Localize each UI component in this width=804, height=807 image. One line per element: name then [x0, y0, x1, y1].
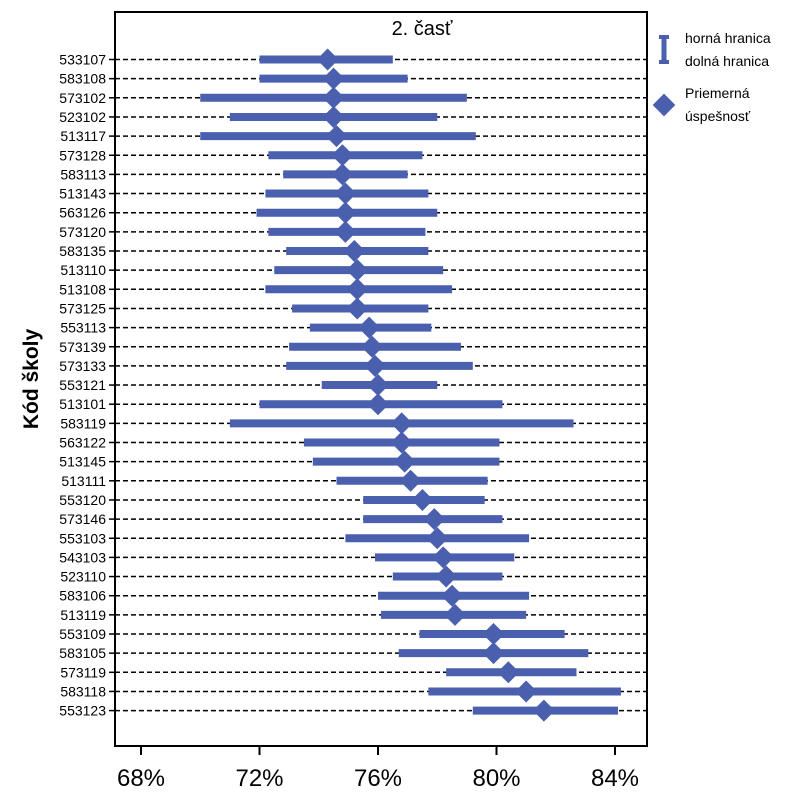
- y-tick-label: 513108: [59, 281, 106, 297]
- mean-marker: [334, 182, 357, 205]
- mean-marker: [334, 201, 357, 224]
- y-tick-label: 573119: [60, 664, 106, 680]
- legend-mean-label-line1: Priemerná: [685, 85, 750, 101]
- chart-title: 2. časť: [392, 18, 453, 40]
- mean-marker: [441, 584, 464, 607]
- mean-marker: [364, 354, 387, 377]
- x-tick-label: 76%: [354, 765, 402, 792]
- y-tick-label: 513101: [59, 396, 106, 412]
- y-tick-label: 533107: [59, 52, 106, 68]
- mean-marker: [482, 623, 505, 645]
- y-tick-label: 513145: [59, 454, 106, 470]
- y-tick-label: 513117: [60, 128, 106, 144]
- mean-marker: [515, 680, 538, 703]
- y-tick-label: 513143: [59, 186, 106, 202]
- y-tick-label: 573139: [59, 339, 106, 355]
- y-tick-label: 573102: [59, 90, 106, 106]
- mean-marker: [334, 220, 357, 243]
- y-tick-label: 543103: [59, 549, 106, 565]
- mean-marker: [346, 297, 369, 320]
- mean-marker: [482, 642, 505, 665]
- mean-marker: [432, 546, 455, 569]
- mean-marker: [497, 661, 520, 684]
- mean-marker: [343, 240, 366, 262]
- x-tick-label: 72%: [235, 765, 283, 792]
- plot-frame: [114, 11, 648, 747]
- y-tick-label: 553109: [59, 626, 106, 642]
- y-tick-label: 563122: [59, 435, 106, 451]
- y-tick-label: 553121: [59, 377, 106, 393]
- mean-marker: [325, 125, 348, 148]
- y-tick-label: 573133: [59, 358, 106, 374]
- y-tick-label: 573120: [59, 224, 106, 240]
- mean-marker: [532, 699, 555, 722]
- mean-marker: [426, 527, 449, 550]
- mean-marker: [316, 48, 339, 71]
- y-tick-label: 553113: [60, 320, 106, 336]
- legend: horná hranica dolná hranica Priemerná ús…: [652, 30, 771, 124]
- mean-markers: [316, 48, 555, 722]
- y-tick-label: 583118: [60, 683, 106, 699]
- y-tick-label: 513119: [60, 607, 106, 623]
- mean-marker: [331, 163, 354, 186]
- mean-marker: [346, 278, 369, 301]
- y-tick-label: 573146: [59, 511, 106, 527]
- mean-marker: [390, 412, 413, 435]
- y-tick-label: 583119: [60, 415, 106, 431]
- mean-marker: [322, 86, 345, 109]
- y-tick-label: 553120: [59, 492, 106, 508]
- mean-marker: [322, 105, 345, 128]
- y-tick-label: 573128: [59, 147, 106, 163]
- y-tick-label: 563126: [59, 205, 106, 221]
- x-tick-label: 68%: [117, 765, 165, 792]
- y-tick-label: 553103: [59, 530, 106, 546]
- y-tick-label: 523110: [60, 569, 106, 585]
- mean-marker: [444, 603, 467, 626]
- y-tick-label: 583135: [59, 243, 106, 259]
- mean-marker: [346, 259, 369, 282]
- mean-marker: [399, 469, 422, 492]
- y-tick-label: 583113: [60, 166, 106, 182]
- mean-marker: [331, 144, 354, 167]
- mean-marker: [423, 508, 446, 531]
- y-tick-label: 513111: [61, 473, 106, 489]
- mean-marker: [358, 316, 381, 339]
- y-tick-label: 553123: [59, 703, 106, 719]
- x-axis: 68% 72% 76% 80% 84%: [117, 746, 639, 792]
- legend-mean-label-line2: úspešnosť: [685, 108, 751, 124]
- legend-upper-bound-label: horná hranica: [685, 30, 771, 46]
- mean-marker: [322, 67, 345, 90]
- y-tick-labels: 533107 583108 573102 523102 513117 573128 5831…: [59, 52, 115, 719]
- mean-marker: [367, 374, 389, 397]
- mean-marker: [435, 565, 458, 588]
- mean-marker: [411, 488, 434, 511]
- y-axis-title: Kód školy: [20, 329, 43, 430]
- y-tick-label: 583108: [59, 71, 106, 87]
- y-tick-label: 583106: [59, 588, 106, 604]
- y-tick-label: 523102: [59, 109, 106, 125]
- y-tick-label: 573125: [59, 300, 106, 316]
- x-tick-label: 80%: [472, 765, 520, 792]
- mean-marker: [393, 450, 416, 473]
- mean-legend-diamond-icon: [652, 93, 676, 117]
- y-tick-label: 513110: [60, 262, 106, 278]
- mean-marker: [390, 431, 413, 454]
- range-legend-icon: [659, 35, 669, 64]
- x-tick-label: 84%: [591, 765, 639, 792]
- mean-marker: [367, 393, 389, 416]
- y-tick-label: 583105: [59, 645, 106, 661]
- mean-marker: [361, 335, 384, 358]
- legend-lower-bound-label: dolná hranica: [685, 53, 769, 69]
